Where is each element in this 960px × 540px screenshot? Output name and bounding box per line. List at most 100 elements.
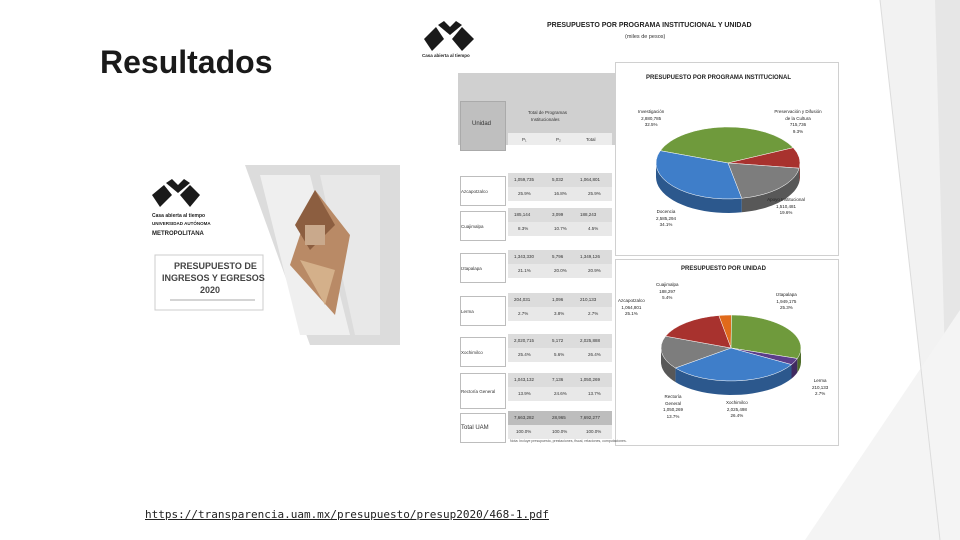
value-cell: 5,172 [552,338,564,343]
value-cell: 1,343,330 [514,254,535,259]
group-header: Total de Programas [528,110,568,115]
col-header: Total [586,137,596,142]
slice-label-azcapotzalco: Azcapotzalco 1,064,801 25.1% [618,298,645,316]
pie-slice-side-apoyo-institucional [741,168,800,213]
document-footnote: Nota: Incluye presupuesto, prestaciones,… [510,439,627,443]
pct-cell: 13.9% [518,391,531,396]
value-cell: 1,096 [552,297,564,302]
pct-cell: 100.0% [552,429,568,434]
pct-cell: 2.7% [588,311,599,316]
value-cell: 188,243 [580,212,597,217]
pie-slice-side-iztapalapa [797,348,801,373]
pie-slice-rector-a-general [660,335,732,369]
unit-header-cell [460,101,506,151]
unit-name: Cuajimalpa [460,211,506,241]
slice-label-investigacion: Investigación 2,880,785 32.5% [638,109,665,127]
slice-label-iztapalapa: Iztapalapa 1,949,175 25.3% [776,292,797,310]
unit-name: Iztapalapa [460,253,506,283]
chart-unidad: PRESUPUESTO POR UNIDAD Cuajimalpa 188,297… [615,259,839,446]
pct-cell: 20.0% [554,268,567,273]
pie-slice-apoyo-institucional [727,162,800,199]
pie-slice-side-xochimilco [675,364,792,395]
slide-title: Resultados [100,44,273,80]
slide-decoration [805,0,960,540]
value-cell: 210,133 [580,297,597,302]
pct-cell: 5.6% [554,352,565,357]
pct-cell: 21.1% [518,268,531,273]
pct-cell: 4.5% [588,226,599,231]
unit-name: Total UAM [460,413,506,443]
group-header: Institucionales [531,117,560,122]
pie-slice-investigaci-n [659,126,794,164]
pct-cell: 20.9% [588,268,601,273]
pie-slice-xochimilco [674,347,793,382]
pct-cell: 100.0% [516,429,532,434]
unit-name: Azcapotzalco [460,176,506,206]
pie-slice-side-rector-a-general [661,348,676,382]
value-cell: 2,020,715 [514,338,535,343]
budget-document: Casa abierta al tiempo PRESUPUESTO POR P… [410,15,840,455]
pct-cell: 25.4% [518,352,531,357]
slice-label-docencia: Docencia 2,585,294 34.1% [656,209,677,227]
value-cell: 1,349,126 [580,254,601,259]
value-cell: 7,136 [552,377,564,382]
pct-cell: 2.7% [518,311,529,316]
slice-label-difusion: Preservación y Difusión de la Cultura 715… [774,109,822,134]
slice-label-lerma: Lerma 210,133 2.7% [812,378,829,396]
col-header: P₂ [556,137,561,142]
unit-name: Lerma [460,296,506,326]
pct-cell: 8.3% [518,226,529,231]
value-cell: 1,043,132 [514,377,535,382]
value-cell: 7,692,277 [580,415,601,420]
slice-label-xochimilco: Xochimilco 2,025,498 26.4% [726,400,748,418]
value-cell: 5,796 [552,254,564,259]
pie-slice-iztapalapa [730,314,802,359]
col-header-row [508,133,612,145]
document-subtitle: (miles de pesos) [625,34,666,40]
chart-programa: PRESUPUESTO POR PROGRAMA INSTITUCIONAL I… [615,62,839,256]
pie-chart-programa [655,126,801,213]
pct-cell: 10.7% [554,226,567,231]
value-cell: 7,663,282 [514,415,535,420]
value-cell: 1,059,735 [514,177,535,182]
pct-cell: 16.8% [554,191,567,196]
pct-cell: 24.6% [554,391,567,396]
pct-cell: 100.0% [586,429,602,434]
unit-header: Unidad [472,121,492,127]
unit-name: Xochimilco [460,337,506,367]
value-cell: 2,025,888 [580,338,601,343]
pie-slice-docencia [655,150,743,200]
cover-heading: PRESUPUESTO DE [174,261,257,271]
pct-cell: 13.7% [588,391,601,396]
pct-cell: 25.9% [588,191,601,196]
budget-cover-image: Casa abierta al tiempo UNIVERSIDAD AUTÓN… [150,165,400,345]
col-header: P₁ [522,137,527,142]
pie-slice-side-docencia [656,163,742,213]
cover-heading: 2020 [200,285,220,295]
value-cell: 185,144 [514,212,531,217]
slice-label-apoyo: Apoyo Institucional 1,510,481 19.6% [767,197,805,215]
slice-label-cuajimalpa: Cuajimalpa 188,297 5.4% [656,282,679,300]
value-cell: 1,064,801 [580,177,601,182]
logo-label: Casa abierta al tiempo [422,53,470,58]
slice-label-rectoria: Rectoría General 1,050,269 13.7% [662,394,684,419]
value-cell: 1,050,269 [580,377,601,382]
pie-chart-unidad [660,314,802,395]
pct-cell: 26.4% [588,352,601,357]
chart-title: PRESUPUESTO POR UNIDAD [681,266,766,272]
source-link[interactable]: https://transparencia.uam.mx/presupuesto… [145,508,549,521]
cover-logo-line: Casa abierta al tiempo [152,213,205,219]
uam-logo-icon [424,21,474,51]
cover-heading: INGRESOS Y EGRESOS [162,273,265,283]
pct-cell: 3.8% [554,311,565,316]
cover-logo-line: UNIVERSIDAD AUTÓNOMA [152,219,211,226]
unit-name: Rectoría General [460,373,506,409]
value-cell: 5,032 [552,177,564,182]
pie-slice-azcapotzalco [665,315,732,349]
value-cell: 3,099 [552,212,564,217]
cover-logo-line: METROPOLITANA [152,231,205,237]
value-cell: 28,965 [552,415,566,420]
value-cell: 204,031 [514,297,531,302]
chart-title: PRESUPUESTO POR PROGRAMA INSTITUCIONAL [646,75,792,81]
pct-cell: 25.9% [518,191,531,196]
